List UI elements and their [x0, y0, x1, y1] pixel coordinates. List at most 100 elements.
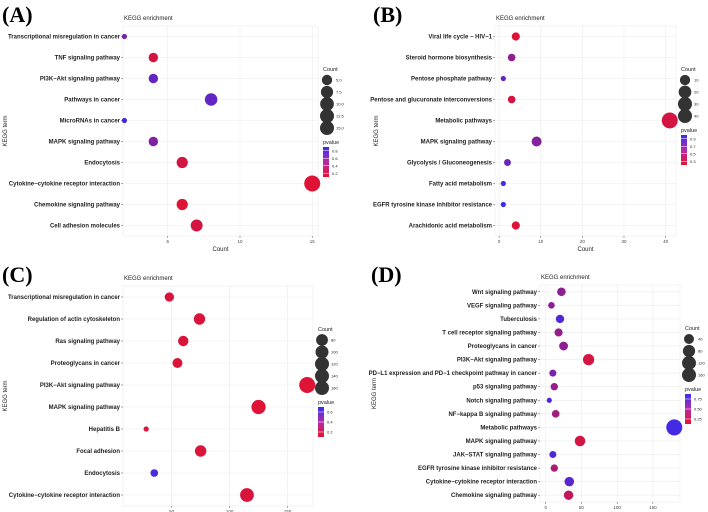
category-label: MAPK signaling pathway [421, 140, 493, 146]
panel-label: (C) [2, 262, 33, 287]
x-tick-label: 100 [226, 509, 234, 512]
data-point [176, 156, 188, 169]
data-point [304, 175, 321, 192]
data-point [178, 335, 189, 347]
size-legend-label: 10 [694, 78, 699, 83]
data-point [554, 328, 563, 337]
size-legend-label: 160 [698, 373, 705, 378]
color-legend-title: pvalue [318, 400, 334, 406]
size-legend-dot [678, 109, 692, 123]
y-axis-title: KEGG term [374, 115, 380, 146]
data-point [504, 159, 511, 166]
panel-4: (D) KEGG enrichment 0 50 100 150 Wnt signaling… [369, 262, 706, 510]
y-axis-title: KEGG term [3, 115, 9, 146]
size-legend-label: 80 [698, 349, 703, 354]
size-legend-dot [678, 85, 692, 99]
data-point [240, 488, 254, 502]
size-legend-label: 5.0 [336, 78, 342, 83]
data-point [511, 221, 520, 230]
size-legend-dot [315, 369, 329, 383]
category-label: PI3K−Akt signaling pathway [40, 383, 121, 389]
data-point [251, 399, 266, 415]
size-legend-label: 12.5 [336, 114, 345, 119]
plot-area [494, 25, 677, 237]
data-point [143, 426, 149, 432]
x-axis-title: Count [577, 247, 593, 253]
data-point [121, 117, 128, 124]
data-point [582, 353, 595, 366]
category-label: MicroRNAs in cancer [60, 119, 121, 125]
category-label: PI3K−Akt signaling pathway [40, 77, 121, 83]
category-label: MAPK signaling pathway [49, 405, 121, 411]
x-tick-label: 50 [169, 509, 175, 512]
category-label: PD−L1 expression and PD−1 checkpoint pat… [369, 371, 538, 377]
size-legend-dot [320, 85, 334, 99]
data-point [121, 33, 128, 40]
category-label: Cell adhesion molecules [50, 224, 121, 230]
data-point [549, 369, 557, 377]
category-label: Wnt signaling pathway [472, 290, 538, 296]
size-legend-label: 20 [694, 90, 699, 95]
data-point [548, 302, 555, 309]
y-axis-title: KEGG term [372, 378, 378, 409]
color-legend-label: 0.4 [327, 420, 333, 425]
data-point [666, 419, 683, 436]
size-legend-title: Count [323, 67, 338, 73]
size-legend-dot [320, 121, 334, 135]
color-legend-label: 0.7 [690, 144, 696, 149]
data-point [557, 287, 566, 297]
category-label: Regulation of actin cytoskeleton [28, 317, 121, 323]
category-label: TNF signaling pathway [55, 56, 121, 62]
size-legend-dot [321, 74, 333, 86]
size-legend-dot [315, 381, 329, 395]
category-label: Pentose and glucuronate interconversions [370, 98, 492, 104]
category-label: NF−kappa B signaling pathway [448, 412, 537, 418]
data-point [500, 201, 506, 208]
data-point [559, 341, 568, 351]
data-point [190, 219, 203, 232]
panel-1: (A) KEGG enrichment 5 10 15 Transcriptional m… [2, 2, 345, 253]
size-legend-dot [315, 357, 329, 371]
data-point [531, 136, 542, 147]
data-point [176, 198, 188, 211]
size-legend-dot [682, 344, 696, 358]
size-legend-label: 100 [331, 350, 338, 355]
data-point [148, 73, 159, 84]
category-label: Metabolic pathways [435, 119, 492, 125]
size-legend-label: 160 [331, 386, 338, 391]
category-label: Transcriptional misregulation in cancer [8, 295, 121, 301]
size-legend-label: 120 [698, 361, 705, 366]
color-legend-label: 0.8 [332, 148, 338, 153]
data-point [164, 292, 174, 302]
data-point [194, 445, 207, 457]
data-point [563, 490, 574, 500]
x-tick-label: 20 [580, 239, 586, 244]
data-point [546, 397, 552, 403]
panel-label: (B) [373, 2, 402, 27]
data-point [172, 358, 183, 368]
data-point [193, 313, 206, 325]
data-point [661, 112, 678, 129]
size-legend-dot [320, 97, 334, 111]
y-axis-title: KEGG term [3, 380, 9, 411]
data-point [551, 410, 560, 418]
size-legend-dot [316, 334, 328, 346]
category-label: VEGF signaling pathway [467, 303, 538, 309]
category-label: Chemokine signaling pathway [451, 493, 538, 499]
chart-title: KEGG enrichment [541, 275, 590, 281]
color-legend-label: 0.4 [332, 163, 338, 168]
size-legend-dot [320, 109, 334, 123]
chart-title: KEGG enrichment [124, 276, 173, 282]
data-point [550, 464, 558, 472]
chart-title: KEGG enrichment [496, 16, 545, 22]
category-label: Proteoglycans in cancer [468, 344, 538, 350]
x-tick-label: 40 [663, 239, 669, 244]
data-point [500, 75, 506, 82]
x-tick-label: 10 [538, 239, 544, 244]
category-label: Arachidonic acid metabolism [409, 224, 492, 230]
panel-3: (C) KEGG enrichment 50 100 150 Transcriptiona… [2, 262, 338, 512]
category-label: Proteoglycans in cancer [51, 361, 121, 367]
data-point [574, 435, 586, 447]
category-label: Endocytosis [84, 471, 120, 477]
data-point [507, 53, 516, 62]
